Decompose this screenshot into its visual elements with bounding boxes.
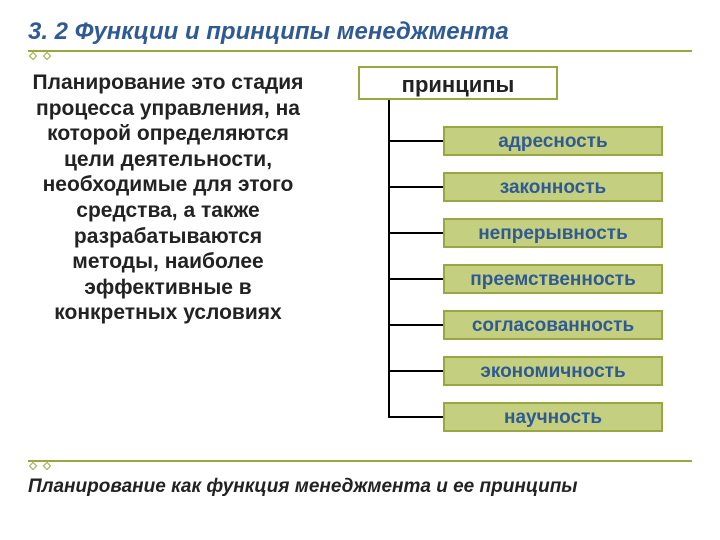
principle-item: адресность — [443, 126, 663, 156]
ornament-icon — [29, 462, 37, 470]
diagram-branch — [388, 324, 443, 326]
principle-item: преемственность — [443, 264, 663, 294]
slide-title: 3. 2 Функции и принципы менеджмента — [28, 18, 692, 46]
diagram-branch — [388, 370, 443, 372]
diagram-branch — [388, 278, 443, 280]
diagram-branch — [388, 186, 443, 188]
principles-diagram: принципы адресность законность непрерывност… — [328, 66, 692, 456]
principle-item: экономичность — [443, 356, 663, 386]
definition-text: Планирование это стадия процесса управле… — [28, 66, 308, 456]
ornament-icon — [43, 462, 51, 470]
diagram-branch — [388, 416, 443, 418]
title-underline — [28, 50, 692, 52]
diagram-branch — [388, 232, 443, 234]
caption-divider — [28, 460, 692, 462]
principle-item: непрерывность — [443, 218, 663, 248]
slide-caption: Планирование как функция менеджмента и е… — [28, 476, 692, 498]
principle-item: научность — [443, 402, 663, 432]
ornament-icon — [43, 52, 51, 60]
principle-item: согласованность — [443, 310, 663, 340]
diagram-branch — [388, 140, 443, 142]
content-area: Планирование это стадия процесса управле… — [28, 66, 692, 456]
principle-item: законность — [443, 172, 663, 202]
ornament-icon — [29, 52, 37, 60]
principles-header: принципы — [358, 66, 558, 100]
